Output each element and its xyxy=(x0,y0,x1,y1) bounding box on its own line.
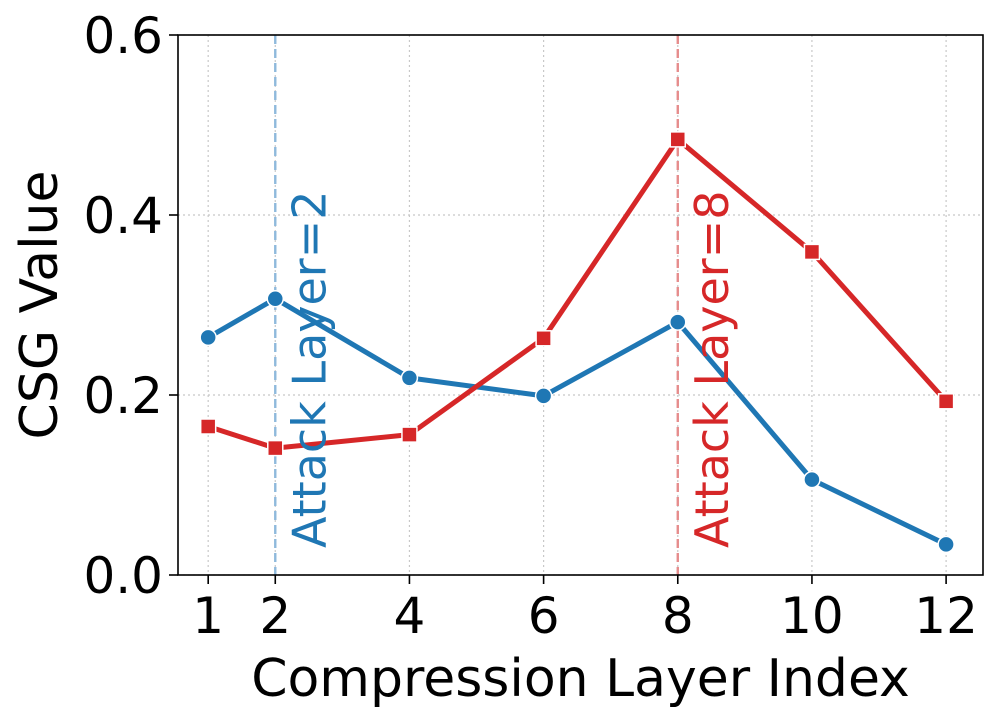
data-point-circle xyxy=(534,387,553,405)
axis-ticks: 1 2 4 6 8 10 12 0.0 0.2 0.4 0.6 xyxy=(83,7,977,645)
data-point-square xyxy=(535,330,552,347)
x-tick-label: 6 xyxy=(528,587,560,645)
y-tick-label: 0.2 xyxy=(83,367,163,425)
data-point-circle xyxy=(937,535,955,554)
x-tick-label: 1 xyxy=(192,587,224,645)
attack-layer-labels: Attack Layer=2 Attack Layer=8 xyxy=(282,190,738,548)
x-tick-label: 10 xyxy=(780,587,844,645)
data-point-circle xyxy=(400,369,419,387)
attack-layer-label: Attack Layer=8 xyxy=(685,190,739,548)
x-tick-label: 8 xyxy=(662,587,694,645)
y-tick-label: 0.0 xyxy=(83,547,163,605)
data-series xyxy=(199,131,955,554)
y-tick-label: 0.4 xyxy=(83,187,163,245)
data-point-circle xyxy=(266,289,285,308)
y-axis-title: CSG Value xyxy=(10,171,70,440)
x-tick-label: 2 xyxy=(259,587,291,645)
attack-layer-label: Attack Layer=2 xyxy=(282,190,336,548)
y-tick-label: 0.6 xyxy=(83,7,163,65)
data-point-square xyxy=(199,418,217,435)
x-tick-label: 12 xyxy=(914,587,978,645)
x-axis-title: Compression Layer Index xyxy=(251,649,910,709)
data-point-square xyxy=(803,243,821,261)
data-point-square xyxy=(267,439,284,457)
data-point-circle xyxy=(199,328,217,347)
x-tick-label: 4 xyxy=(394,587,426,645)
data-point-square xyxy=(669,131,687,148)
data-point-circle xyxy=(803,470,821,489)
data-point-square xyxy=(401,426,418,443)
data-point-circle xyxy=(669,313,687,331)
plot-area-frame xyxy=(177,34,984,576)
data-point-square xyxy=(937,393,955,410)
